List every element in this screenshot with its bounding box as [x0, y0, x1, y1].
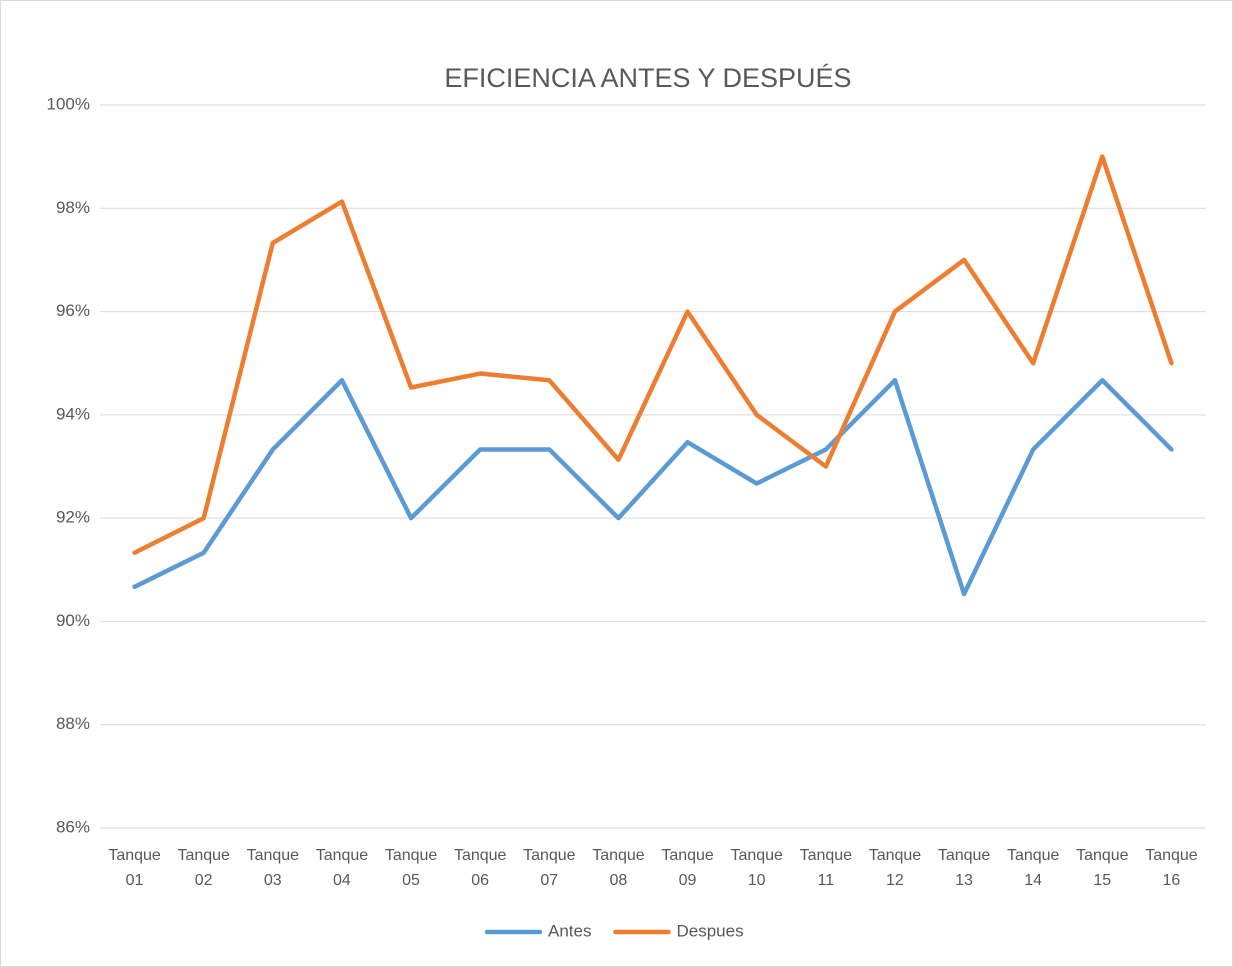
x-tick-label: Tanque 13: [937, 847, 991, 889]
x-tick-label: Tanque 08: [592, 847, 645, 889]
x-tick-label: Tanque 02: [177, 847, 230, 889]
x-tick-label: Tanque 06: [453, 847, 507, 889]
x-tick-label: Tanque 11: [799, 847, 853, 889]
x-tick-label: Tanque 15: [1076, 847, 1129, 889]
x-tick-label: Tanque 14: [1006, 847, 1060, 889]
data-line: [132, 378, 1174, 597]
x-tick-label: Tanque 04: [315, 847, 369, 889]
chart-title: EFICIENCIA ANTES Y DESPUÉS: [444, 63, 851, 93]
y-tick-label: 86%: [56, 817, 90, 836]
x-tick-label: Tanque 01: [108, 847, 161, 889]
legend-label: Despues: [676, 921, 743, 940]
x-tick-label: Tanque 12: [868, 847, 922, 889]
y-tick-label: 90%: [56, 611, 90, 630]
y-tick-label: 96%: [56, 301, 90, 320]
legend-label: Antes: [548, 921, 591, 940]
y-tick-label: 88%: [56, 714, 90, 733]
y-tick-label: 98%: [56, 198, 90, 217]
x-tick-label: Tanque 10: [730, 847, 783, 889]
x-tick-label: Tanque 09: [661, 847, 714, 889]
y-tick-label: 94%: [56, 404, 90, 423]
y-tick-label: 92%: [56, 508, 90, 527]
x-tick-label: Tanque 03: [246, 847, 300, 889]
x-tick-label: Tanque 16: [1145, 847, 1198, 889]
x-tick-label: Tanque 05: [384, 847, 438, 889]
data-line: [132, 154, 1174, 555]
x-tick-label: Tanque 07: [523, 847, 576, 889]
y-tick-label: 100%: [47, 94, 90, 113]
